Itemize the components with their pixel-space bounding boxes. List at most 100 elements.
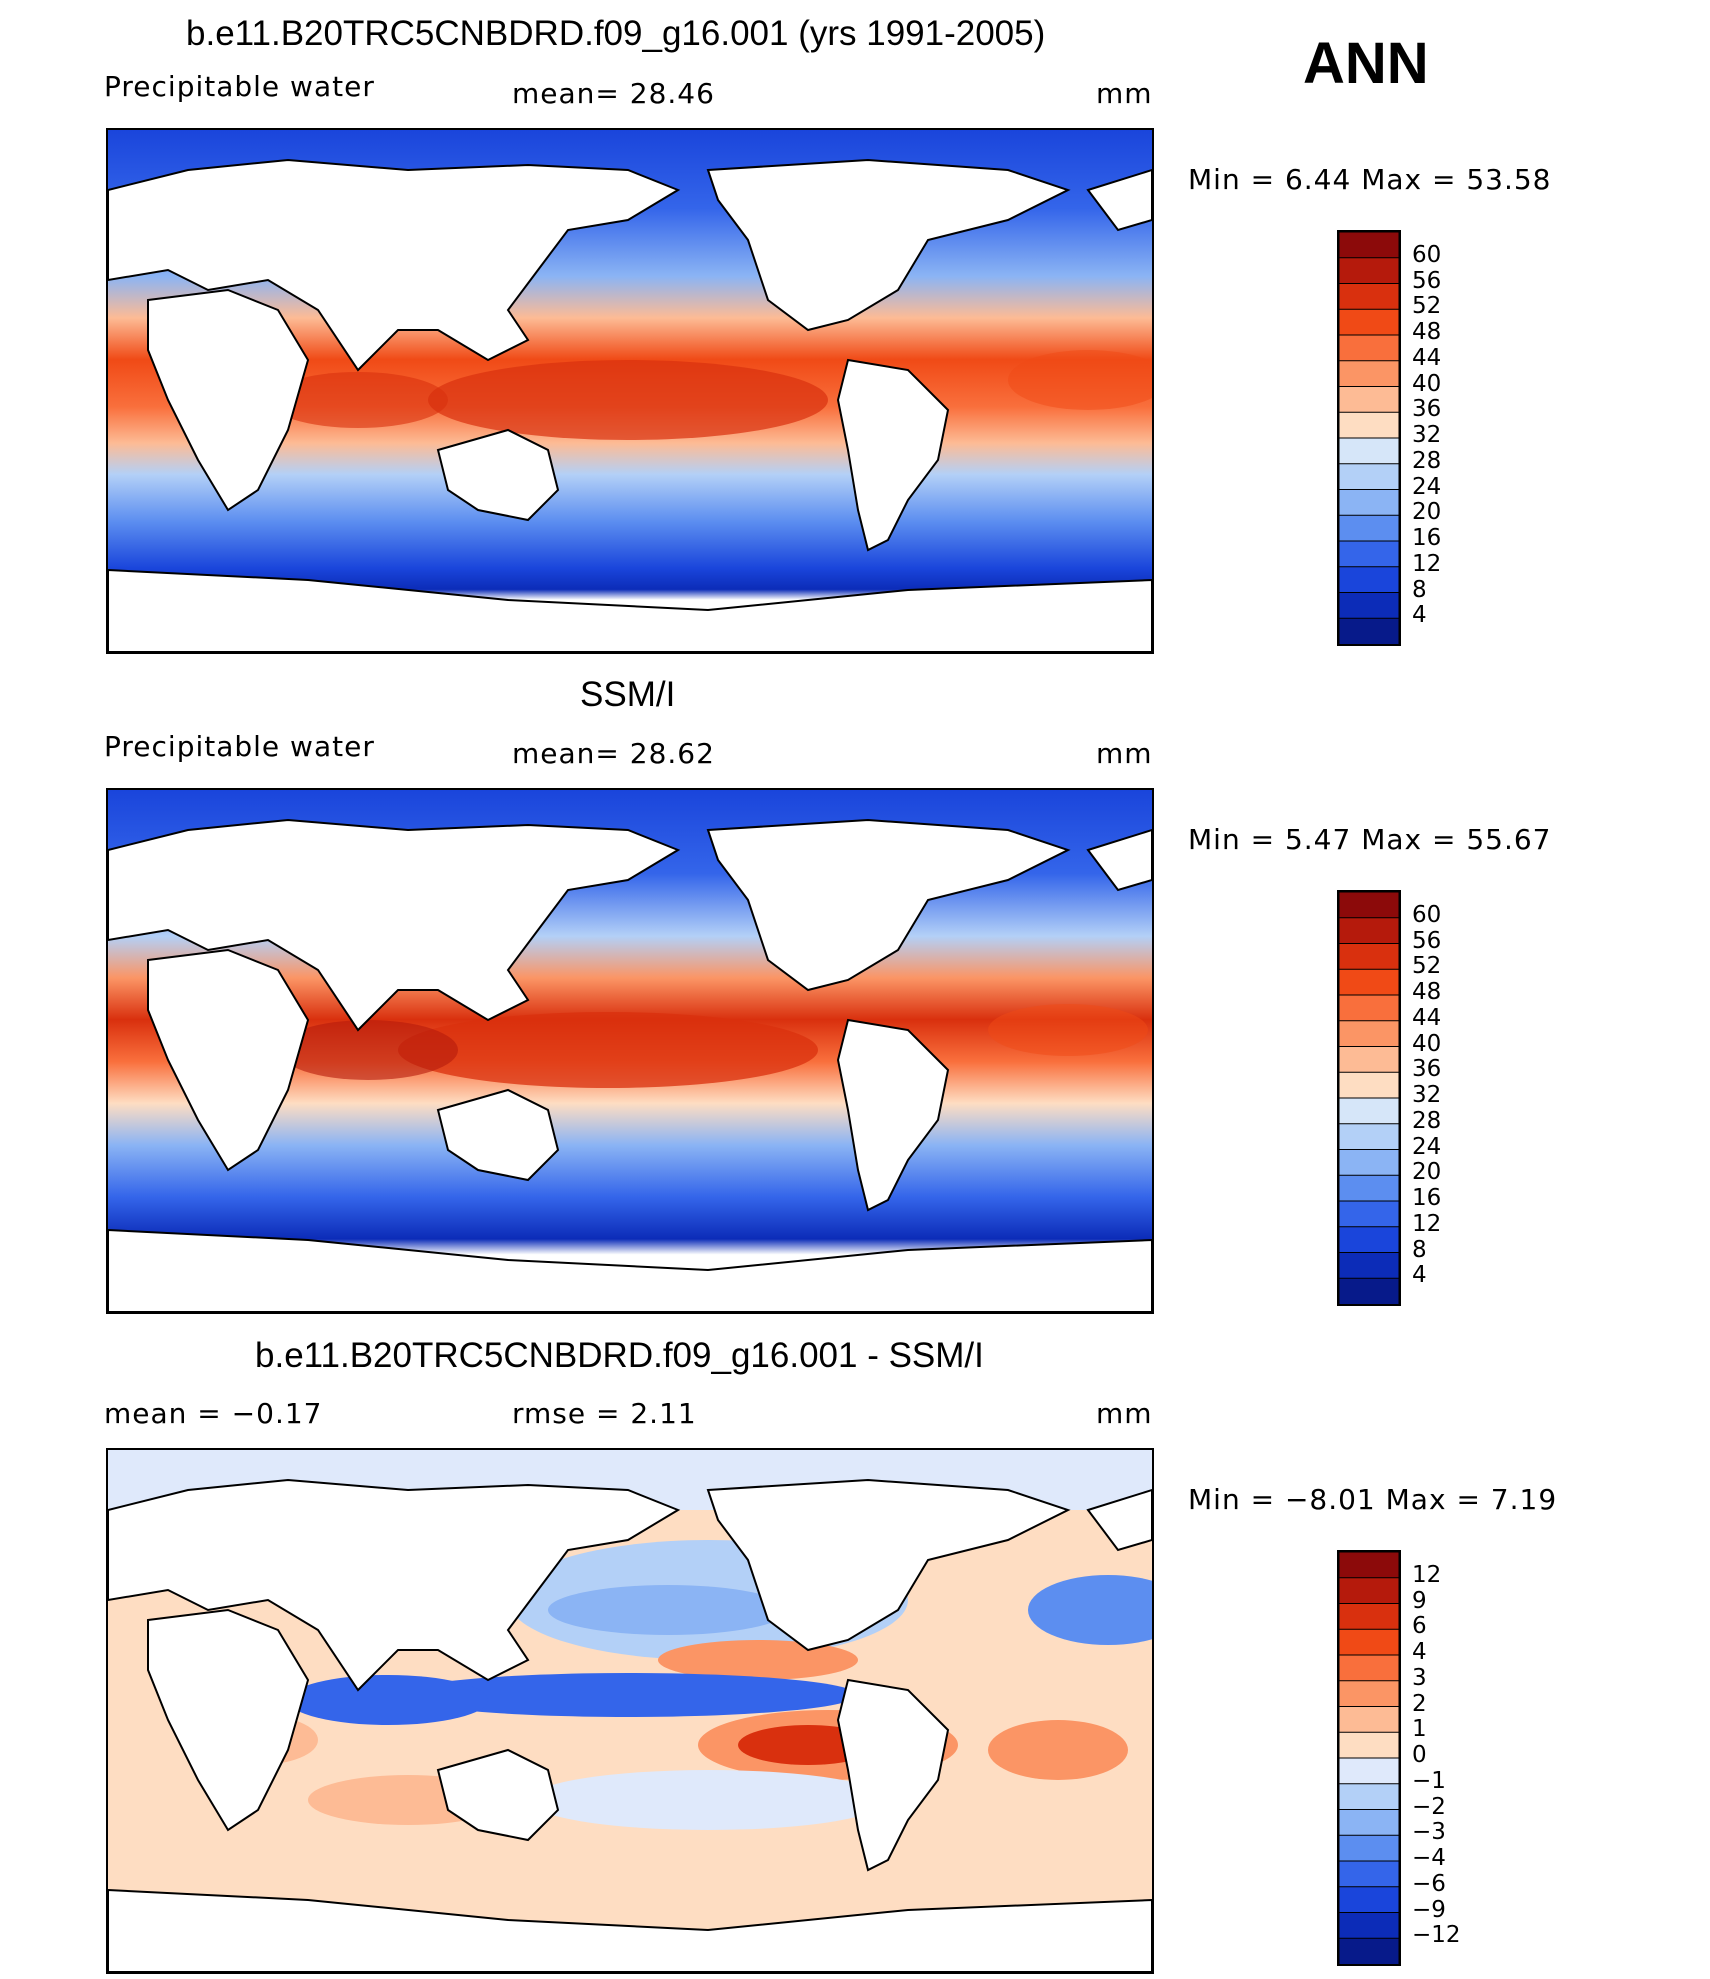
panel-1-variable-label: Precipitable water	[104, 70, 375, 103]
colorbar-tick-label: −4	[1412, 1845, 1446, 1871]
colorbar-tick-label: 32	[1412, 422, 1442, 448]
colorbar-tick-label: 4	[1412, 1262, 1427, 1289]
colorbar-swatch	[1339, 1937, 1399, 1964]
colorbar-tick-label: 52	[1412, 953, 1442, 980]
colorbar-tick-label: 28	[1412, 447, 1442, 474]
colorbar-swatch	[1339, 1097, 1399, 1125]
colorbar-swatch	[1339, 1174, 1399, 1202]
colorbar-tick-label: 32	[1412, 1082, 1442, 1108]
colorbar-tick-label: 36	[1412, 1056, 1442, 1083]
colorbar-tick-label: −1	[1412, 1767, 1446, 1794]
colorbar-tick-label: 2	[1412, 1690, 1427, 1717]
colorbar-tick-label: 0	[1412, 1742, 1427, 1768]
colorbar-swatch	[1339, 1912, 1399, 1940]
colorbar-tick-label: 1	[1412, 1716, 1427, 1743]
colorbar-swatch	[1339, 360, 1399, 388]
panel-1-mean-label: mean= 28.46	[512, 77, 715, 110]
colorbar-swatch	[1339, 1123, 1399, 1151]
colorbar-tick-label: 56	[1412, 267, 1442, 294]
colorbar-swatch	[1339, 232, 1399, 259]
colorbar-swatch	[1339, 1628, 1399, 1656]
colorbar-swatch	[1339, 1046, 1399, 1074]
colorbar-tick-label: 9	[1412, 1587, 1427, 1614]
colorbar-swatch	[1339, 489, 1399, 517]
colorbar-tick-label: 28	[1412, 1107, 1442, 1134]
colorbar-tick-label: 44	[1412, 344, 1442, 371]
panel-1-map	[106, 128, 1154, 654]
colorbar-tick-label: 12	[1412, 1561, 1442, 1588]
colorbar-swatch	[1339, 566, 1399, 594]
colorbar-swatch	[1339, 1226, 1399, 1254]
colorbar-swatch	[1339, 308, 1399, 336]
panel-1-minmax-label: Min = 6.44 Max = 53.58	[1188, 163, 1552, 196]
panel-2-mean-label: mean= 28.62	[512, 737, 715, 770]
panel-1-units-label: mm	[1096, 77, 1153, 110]
panel-1-colorbar	[1337, 230, 1401, 646]
panel-1-map-plot	[108, 130, 1152, 652]
colorbar-tick-label: 24	[1412, 473, 1442, 500]
colorbar-swatch	[1339, 514, 1399, 542]
colorbar-tick-label: 4	[1412, 1639, 1427, 1665]
colorbar-swatch	[1339, 1706, 1399, 1734]
colorbar-swatch	[1339, 1071, 1399, 1099]
colorbar-swatch	[1339, 411, 1399, 439]
panel-2-colorbar	[1337, 890, 1401, 1306]
panel-3-minmax-label: Min = −8.01 Max = 7.19	[1188, 1483, 1558, 1516]
panel-3-map-plot	[108, 1450, 1152, 1972]
colorbar-swatch	[1339, 1252, 1399, 1280]
panel-1-title: b.e11.B20TRC5CNBDRD.f09_g16.001 (yrs 199…	[186, 14, 1046, 53]
panel-2-minmax-label: Min = 5.47 Max = 55.67	[1188, 823, 1552, 856]
panel-3-map	[106, 1448, 1154, 1974]
panel-2-title: SSM/I	[580, 675, 676, 714]
panel-2-continents	[108, 818, 1152, 1312]
colorbar-tick-label: 48	[1412, 319, 1442, 345]
panel-2-colorbar-swatches	[1339, 892, 1399, 1304]
colorbar-tick-label: −12	[1412, 1922, 1461, 1949]
colorbar-swatch	[1339, 968, 1399, 996]
colorbar-tick-label: 36	[1412, 396, 1442, 423]
panel-2-units-label: mm	[1096, 737, 1153, 770]
colorbar-swatch	[1339, 463, 1399, 491]
panel-3-colorbar	[1337, 1550, 1401, 1966]
colorbar-swatch	[1339, 1020, 1399, 1048]
colorbar-tick-label: 44	[1412, 1004, 1442, 1031]
colorbar-tick-label: 8	[1412, 1236, 1427, 1263]
colorbar-swatch	[1339, 1783, 1399, 1811]
colorbar-swatch	[1339, 1603, 1399, 1631]
colorbar-swatch	[1339, 994, 1399, 1022]
colorbar-tick-label: 40	[1412, 1030, 1442, 1057]
colorbar-tick-label: 56	[1412, 927, 1442, 954]
colorbar-swatch	[1339, 617, 1399, 644]
panel-2-map	[106, 788, 1154, 1314]
colorbar-tick-label: 3	[1412, 1664, 1427, 1691]
colorbar-tick-label: 16	[1412, 1185, 1442, 1211]
colorbar-tick-label: 8	[1412, 576, 1427, 603]
colorbar-tick-label: 52	[1412, 293, 1442, 320]
colorbar-tick-label: 48	[1412, 979, 1442, 1005]
colorbar-swatch	[1339, 1149, 1399, 1177]
colorbar-swatch	[1339, 917, 1399, 945]
colorbar-swatch	[1339, 283, 1399, 311]
colorbar-swatch	[1339, 540, 1399, 568]
colorbar-swatch	[1339, 1834, 1399, 1862]
panel-3-units-label: mm	[1096, 1397, 1153, 1430]
colorbar-tick-label: 24	[1412, 1133, 1442, 1160]
colorbar-swatch	[1339, 1809, 1399, 1837]
season-label: ANN	[1303, 31, 1429, 96]
colorbar-swatch	[1339, 334, 1399, 362]
panel-1-colorbar-swatches	[1339, 232, 1399, 644]
colorbar-tick-label: −3	[1412, 1819, 1446, 1846]
colorbar-tick-label: 12	[1412, 550, 1442, 577]
panel-2-map-plot	[108, 790, 1152, 1312]
colorbar-tick-label: 20	[1412, 499, 1442, 526]
colorbar-swatch	[1339, 1757, 1399, 1785]
colorbar-swatch	[1339, 892, 1399, 919]
colorbar-tick-label: 12	[1412, 1210, 1442, 1237]
colorbar-swatch	[1339, 943, 1399, 971]
panel-3-mean-label: mean = −0.17	[104, 1397, 323, 1430]
colorbar-tick-label: 40	[1412, 370, 1442, 397]
colorbar-tick-label: 60	[1412, 241, 1442, 268]
colorbar-tick-label: −6	[1412, 1870, 1446, 1897]
panel-3-title: b.e11.B20TRC5CNBDRD.f09_g16.001 - SSM/I	[255, 1336, 984, 1375]
colorbar-swatch	[1339, 1731, 1399, 1759]
